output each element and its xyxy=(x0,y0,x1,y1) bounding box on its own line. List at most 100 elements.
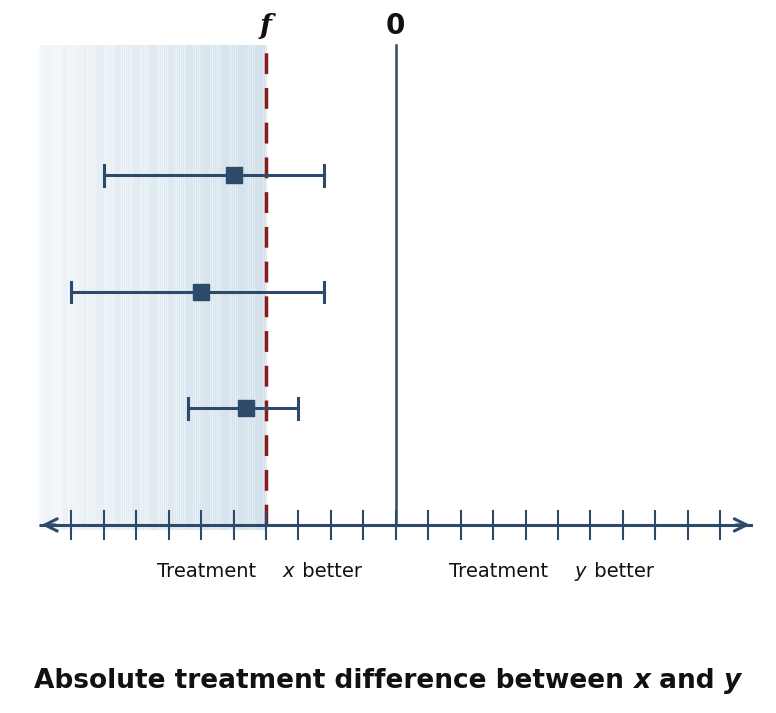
Bar xyxy=(207,45,210,530)
Bar xyxy=(241,45,244,530)
Bar xyxy=(202,45,205,530)
Bar xyxy=(105,45,108,530)
Bar xyxy=(73,45,76,530)
Bar xyxy=(181,45,184,530)
Bar xyxy=(215,45,218,530)
Text: 0: 0 xyxy=(386,12,405,41)
Bar xyxy=(118,45,122,530)
Bar xyxy=(152,45,155,530)
Bar xyxy=(232,45,235,530)
Bar xyxy=(194,45,197,530)
Bar xyxy=(128,45,131,530)
Bar xyxy=(189,45,192,530)
Bar xyxy=(71,45,74,530)
Bar xyxy=(81,45,84,530)
Bar xyxy=(255,45,258,530)
Text: x: x xyxy=(633,668,650,694)
Text: Absolute treatment difference between: Absolute treatment difference between xyxy=(34,668,633,694)
Bar xyxy=(74,45,78,530)
Bar xyxy=(88,45,92,530)
Bar xyxy=(82,45,85,530)
Bar xyxy=(262,45,265,530)
Bar xyxy=(69,45,72,530)
Bar xyxy=(164,45,167,530)
Text: f: f xyxy=(260,14,272,41)
Bar xyxy=(52,45,55,530)
Bar xyxy=(156,45,159,530)
Bar xyxy=(175,45,178,530)
Bar xyxy=(86,45,89,530)
Bar xyxy=(177,45,180,530)
Bar xyxy=(264,45,267,530)
Bar xyxy=(47,45,50,530)
Text: and: and xyxy=(650,668,724,694)
Text: Treatment: Treatment xyxy=(158,562,263,581)
Bar xyxy=(44,45,47,530)
Text: better: better xyxy=(588,562,654,581)
Bar xyxy=(245,45,248,530)
Bar xyxy=(61,45,64,530)
Bar xyxy=(168,45,171,530)
Bar xyxy=(94,45,97,530)
Bar xyxy=(115,45,118,530)
Bar xyxy=(240,45,243,530)
Bar xyxy=(64,45,67,530)
Bar xyxy=(60,45,63,530)
Point xyxy=(227,170,240,181)
Bar xyxy=(258,45,262,530)
Bar xyxy=(48,45,51,530)
Bar xyxy=(219,45,222,530)
Bar xyxy=(220,45,223,530)
Bar xyxy=(137,45,140,530)
Bar xyxy=(141,45,144,530)
Bar xyxy=(228,45,231,530)
Bar xyxy=(95,45,99,530)
Bar xyxy=(132,45,135,530)
Bar xyxy=(92,45,95,530)
Bar xyxy=(236,45,239,530)
Bar xyxy=(78,45,81,530)
Bar xyxy=(111,45,114,530)
Bar xyxy=(135,45,139,530)
Bar xyxy=(99,45,102,530)
Bar xyxy=(139,45,142,530)
Bar xyxy=(154,45,158,530)
Bar xyxy=(198,45,201,530)
Bar xyxy=(116,45,120,530)
Bar xyxy=(102,45,105,530)
Bar xyxy=(173,45,176,530)
Bar xyxy=(213,45,217,530)
Bar xyxy=(65,45,68,530)
Bar xyxy=(196,45,199,530)
Bar xyxy=(103,45,106,530)
Bar xyxy=(211,45,214,530)
Text: Treatment: Treatment xyxy=(449,562,555,581)
Bar xyxy=(113,45,116,530)
Bar xyxy=(247,45,250,530)
Bar xyxy=(186,45,189,530)
Bar xyxy=(230,45,233,530)
Bar xyxy=(130,45,133,530)
Bar xyxy=(224,45,227,530)
Bar xyxy=(56,45,59,530)
Bar xyxy=(249,45,252,530)
Bar xyxy=(234,45,237,530)
Bar xyxy=(122,45,125,530)
Bar xyxy=(227,45,230,530)
Bar xyxy=(251,45,254,530)
Bar xyxy=(151,45,154,530)
Bar xyxy=(133,45,137,530)
Bar xyxy=(210,45,213,530)
Text: x: x xyxy=(282,562,294,581)
Bar xyxy=(77,45,80,530)
Bar xyxy=(40,45,44,530)
Bar xyxy=(162,45,165,530)
Bar xyxy=(107,45,110,530)
Bar xyxy=(223,45,226,530)
Bar xyxy=(147,45,150,530)
Bar xyxy=(54,45,57,530)
Bar xyxy=(237,45,241,530)
Bar xyxy=(182,45,186,530)
Bar xyxy=(185,45,188,530)
Bar xyxy=(203,45,206,530)
